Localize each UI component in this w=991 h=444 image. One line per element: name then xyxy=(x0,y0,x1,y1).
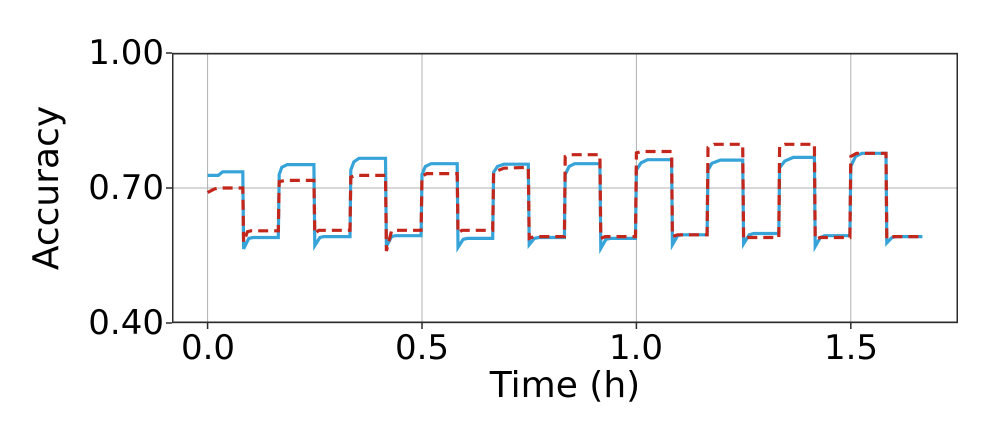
x-tick-label-1-5: 1.5 xyxy=(823,328,879,368)
x-tick-label-0-0: 0.0 xyxy=(180,328,236,368)
axes-spines xyxy=(172,53,958,323)
y-tick-label-0-40: 0.40 xyxy=(88,303,164,343)
red-dashed-line xyxy=(206,142,923,252)
y-tick-label-0-70: 0.70 xyxy=(88,168,164,208)
x-tick-label-0-5: 0.5 xyxy=(394,328,450,368)
y-tick-label-1-00: 1.00 xyxy=(88,33,164,73)
x-tick-label-1-0: 1.0 xyxy=(608,328,664,368)
x-axis-title: Time (h) xyxy=(489,365,641,406)
plot-area xyxy=(166,52,958,329)
